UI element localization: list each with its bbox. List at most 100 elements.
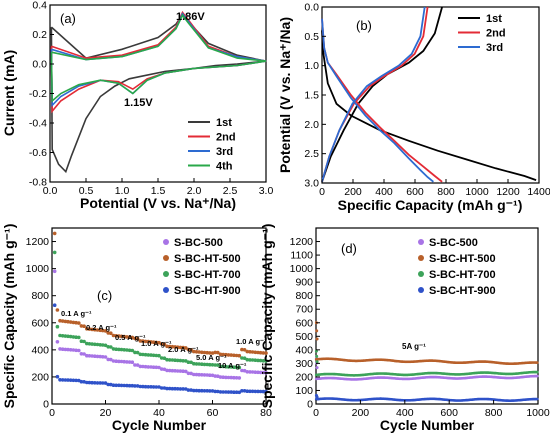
rate-point-S-BC-HT-700 bbox=[101, 343, 105, 347]
rate-point-S-BC-500 bbox=[133, 363, 137, 367]
rate-point-S-BC-HT-700 bbox=[90, 342, 94, 346]
rate-point-S-BC-HT-700 bbox=[173, 358, 177, 363]
c-ytick-label: 800 bbox=[31, 290, 49, 302]
rate-point-S-BC-500 bbox=[229, 375, 233, 380]
rate-point-S-BC-HT-700 bbox=[63, 334, 68, 338]
rate-point-S-BC-HT-700 bbox=[250, 358, 255, 362]
rate-point-S-BC-500 bbox=[264, 370, 268, 375]
rate-point-S-BC-500 bbox=[242, 368, 247, 373]
rate-point-S-BC-500 bbox=[125, 360, 129, 364]
rate-point-S-BC-500 bbox=[194, 372, 199, 377]
d-legend-label: S-BC-HT-700 bbox=[429, 269, 496, 281]
rate-point-S-BC-HT-900 bbox=[200, 388, 204, 393]
cycle-point-S-BC-HT-900 bbox=[315, 395, 319, 399]
rate-point-S-BC-500 bbox=[154, 365, 159, 370]
rate-point-S-BC-HT-500 bbox=[55, 308, 60, 312]
panel-c-tag: (c) bbox=[97, 288, 112, 303]
rate-point-S-BC-HT-900 bbox=[119, 383, 124, 388]
rate-point-S-BC-HT-900 bbox=[261, 389, 266, 394]
b-xtick-label: 400 bbox=[375, 186, 393, 198]
rate-point-S-BC-500 bbox=[157, 365, 161, 370]
rate-point-S-BC-500 bbox=[197, 372, 201, 377]
rate-point-S-BC-HT-700 bbox=[135, 350, 140, 355]
rate-point-S-BC-HT-700 bbox=[234, 365, 239, 370]
b-xtick-label: 1000 bbox=[465, 186, 489, 198]
rate-point-S-BC-500 bbox=[52, 269, 57, 274]
rate-point-S-BC-HT-900 bbox=[130, 383, 135, 388]
rate-point-S-BC-HT-500 bbox=[135, 336, 140, 341]
rate-point-S-BC-HT-500 bbox=[256, 350, 260, 355]
rate-point-S-BC-HT-700 bbox=[60, 334, 65, 338]
rate-point-S-BC-HT-900 bbox=[109, 382, 113, 387]
rate-point-S-BC-HT-700 bbox=[52, 250, 57, 255]
rate-point-S-BC-HT-500 bbox=[103, 329, 108, 333]
rate-point-S-BC-HT-900 bbox=[68, 378, 73, 383]
a-ytick-label: -0.8 bbox=[29, 177, 47, 189]
rate-point-S-BC-HT-500 bbox=[146, 339, 151, 344]
panel-b-legend: 1st 2nd 3rd bbox=[458, 13, 506, 54]
d-ytick-label: 1100 bbox=[290, 250, 313, 262]
rate-point-S-BC-HT-900 bbox=[52, 303, 57, 308]
panel-d-ylabel: Specific Capacity (mAh g⁻¹) bbox=[259, 224, 275, 409]
rate-point-S-BC-HT-500 bbox=[60, 319, 65, 323]
rate-point-S-BC-500 bbox=[117, 359, 121, 364]
rate-point-S-BC-HT-900 bbox=[224, 390, 228, 394]
rate-point-S-BC-500 bbox=[103, 355, 108, 359]
rate-point-S-BC-500 bbox=[60, 347, 65, 352]
a-legend-label: 3rd bbox=[216, 146, 233, 158]
rate-point-S-BC-HT-900 bbox=[66, 378, 70, 382]
panel-c-legend: S-BC-500 S-BC-HT-500 S-BC-HT-700 S-BC-HT-90… bbox=[163, 237, 241, 297]
rate-point-S-BC-HT-700 bbox=[229, 365, 233, 369]
rate-point-S-BC-HT-700 bbox=[226, 365, 231, 369]
rate-point-S-BC-HT-900 bbox=[141, 384, 145, 389]
rate-point-S-BC-HT-700 bbox=[114, 347, 118, 352]
panel-b-ylabel: Potential (V vs. Na⁺/Na) bbox=[277, 17, 293, 173]
rate-point-S-BC-500 bbox=[256, 370, 260, 375]
rate-point-S-BC-HT-900 bbox=[154, 385, 159, 389]
rate-point-S-BC-500 bbox=[79, 352, 84, 356]
rate-point-S-BC-HT-500 bbox=[66, 319, 70, 324]
d-ytick-label: 600 bbox=[295, 317, 313, 329]
rate-point-S-BC-HT-700 bbox=[55, 324, 60, 329]
rate-point-S-BC-HT-700 bbox=[119, 347, 124, 352]
rate-point-S-BC-HT-500 bbox=[98, 328, 102, 333]
a-xtick-label: 0.0 bbox=[43, 185, 58, 197]
rate-point-S-BC-500 bbox=[258, 370, 263, 375]
rate-point-S-BC-HT-900 bbox=[178, 387, 183, 391]
rate-point-S-BC-HT-900 bbox=[106, 382, 110, 387]
rate-point-S-BC-HT-500 bbox=[258, 350, 263, 355]
rate-point-S-BC-HT-900 bbox=[232, 390, 236, 395]
rate-point-S-BC-500 bbox=[208, 373, 212, 378]
rate-point-S-BC-HT-500 bbox=[210, 351, 215, 355]
rate-point-S-BC-HT-500 bbox=[170, 344, 175, 349]
c-ytick-label: 600 bbox=[31, 317, 49, 329]
cycle-point-S-BC-500 bbox=[315, 366, 319, 370]
rate-point-S-BC-500 bbox=[237, 376, 242, 380]
rate-point-S-BC-HT-900 bbox=[240, 389, 244, 393]
rate-point-S-BC-HT-900 bbox=[202, 389, 207, 393]
rate-point-S-BC-HT-500 bbox=[87, 327, 92, 331]
charge-curve-1st bbox=[321, 6, 443, 183]
c-legend-marker bbox=[163, 271, 169, 277]
rate-point-S-BC-500 bbox=[114, 359, 118, 364]
rate-point-S-BC-HT-500 bbox=[242, 348, 247, 352]
rate-point-S-BC-HT-700 bbox=[133, 350, 137, 355]
b-xtick-label: 600 bbox=[406, 186, 424, 198]
rate-point-S-BC-HT-900 bbox=[221, 390, 225, 394]
rate-point-S-BC-HT-900 bbox=[117, 383, 121, 388]
panel-a-legend: 1st 2nd 3rd 4th bbox=[188, 117, 236, 173]
rate-point-S-BC-HT-900 bbox=[229, 390, 233, 394]
rate-label: 10 A g⁻¹ bbox=[218, 361, 247, 370]
rate-point-S-BC-HT-500 bbox=[127, 335, 132, 340]
cv-curve-4th bbox=[50, 13, 267, 103]
a-xtick-label: 1.5 bbox=[151, 185, 166, 197]
d-ytick-label: 300 bbox=[295, 358, 313, 370]
rate-point-S-BC-HT-500 bbox=[79, 324, 84, 328]
discharge-curve-2nd bbox=[321, 18, 443, 183]
c-xtick-label: 0 bbox=[49, 407, 55, 419]
b-ytick-label: 0.5 bbox=[304, 31, 319, 43]
rate-point-S-BC-HT-900 bbox=[135, 384, 140, 388]
rate-point-S-BC-HT-500 bbox=[232, 353, 236, 358]
peak-label-1.15v: 1.15V bbox=[124, 97, 153, 109]
rate-point-S-BC-HT-900 bbox=[205, 389, 209, 393]
